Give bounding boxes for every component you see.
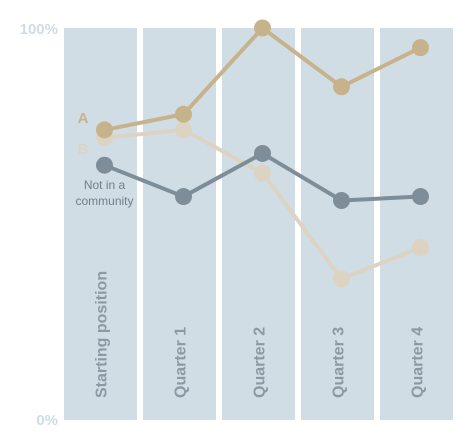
annotation-line: Not in a bbox=[84, 178, 126, 192]
y-tick-label: 0% bbox=[36, 412, 58, 429]
data-point bbox=[412, 39, 429, 57]
series-labels: AB bbox=[78, 110, 89, 158]
series-points bbox=[96, 19, 429, 288]
category-label: Starting position bbox=[94, 271, 111, 398]
category-label: Quarter 4 bbox=[410, 327, 427, 398]
category-label: Quarter 2 bbox=[252, 327, 269, 398]
data-point bbox=[412, 239, 429, 257]
y-tick-label: 100% bbox=[20, 21, 58, 38]
category-label: Quarter 3 bbox=[331, 327, 348, 398]
data-point bbox=[333, 191, 350, 209]
category-column-0 bbox=[64, 28, 137, 420]
data-point bbox=[254, 144, 271, 162]
category-labels: Starting position Quarter 1 Quarter 2 Quart… bbox=[94, 271, 427, 398]
data-point bbox=[175, 188, 192, 206]
data-point bbox=[175, 105, 192, 123]
data-point bbox=[333, 78, 350, 96]
y-axis-ticks: 100% 0% bbox=[20, 21, 58, 429]
data-point bbox=[96, 121, 113, 139]
data-point bbox=[175, 121, 192, 139]
data-point bbox=[333, 270, 350, 288]
series-label-A: A bbox=[78, 110, 89, 127]
data-point bbox=[412, 188, 429, 206]
annotation-line: community bbox=[75, 194, 133, 208]
category-label: Quarter 1 bbox=[173, 327, 190, 398]
data-point bbox=[254, 164, 271, 182]
data-point bbox=[96, 156, 113, 174]
series-label-B: B bbox=[78, 141, 89, 158]
category-column-2 bbox=[222, 28, 295, 420]
category-column-4 bbox=[380, 28, 453, 420]
annotations: Not in a community bbox=[75, 178, 133, 208]
data-point bbox=[254, 19, 271, 37]
